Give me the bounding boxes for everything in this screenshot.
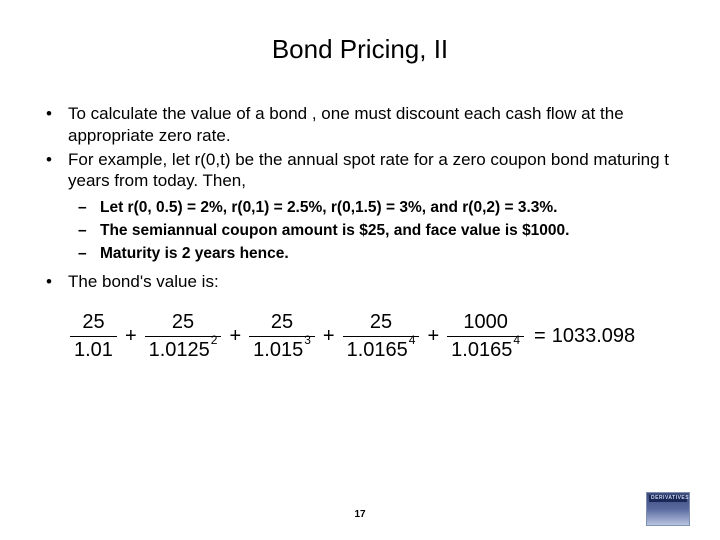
numerator: 25 (78, 311, 108, 336)
plus-sign: + (125, 325, 137, 348)
numerator: 25 (366, 311, 396, 336)
bullet-text: For example, let r(0,t) be the annual sp… (68, 149, 678, 193)
sub-bullet-item: The semiannual coupon amount is $25, and… (100, 221, 678, 242)
exponent: 4 (409, 333, 416, 347)
fraction: 25 1.01252 (145, 311, 222, 362)
fraction: 25 1.0153 (249, 311, 315, 362)
bullet-text: The bond's value is: (68, 271, 678, 293)
slide-title: Bond Pricing, II (42, 34, 678, 65)
den-base: 1.01 (74, 339, 113, 362)
plus-sign: + (427, 325, 439, 348)
bullet-text: To calculate the value of a bond , one m… (68, 103, 678, 147)
numerator: 1000 (459, 311, 512, 336)
plus-sign: + (323, 325, 335, 348)
numerator: 25 (267, 311, 297, 336)
logo-text: DERIVATIVES (651, 495, 689, 501)
formula-result: 1033.098 (552, 325, 635, 348)
den-base: 1.0165 (451, 339, 512, 362)
denominator: 1.01654 (447, 336, 524, 362)
den-base: 1.0125 (149, 339, 210, 362)
den-base: 1.015 (253, 339, 303, 362)
fraction: 25 1.01 (70, 311, 117, 362)
bullet-item: To calculate the value of a bond , one m… (68, 103, 678, 147)
sub-bullet-text: Let r(0, 0.5) = 2%, r(0,1) = 2.5%, r(0,1… (100, 199, 557, 216)
bullet-item: The bond's value is: (68, 271, 678, 293)
page-number: 17 (0, 509, 720, 520)
book-logo-icon: DERIVATIVES (646, 492, 690, 526)
sub-bullet-item: Let r(0, 0.5) = 2%, r(0,1) = 2.5%, r(0,1… (100, 198, 678, 219)
denominator: 1.01 (70, 336, 117, 362)
exponent: 3 (304, 333, 311, 347)
slide: Bond Pricing, II To calculate the value … (0, 0, 720, 540)
denominator: 1.01252 (145, 336, 222, 362)
exponent: 2 (211, 333, 218, 347)
plus-sign: + (229, 325, 241, 348)
sub-bullet-item: Maturity is 2 years hence. (100, 244, 678, 265)
denominator: 1.0153 (249, 336, 315, 362)
bullet-item: For example, let r(0,t) be the annual sp… (68, 149, 678, 265)
numerator: 25 (168, 311, 198, 336)
sub-bullet-list: Let r(0, 0.5) = 2%, r(0,1) = 2.5%, r(0,1… (68, 198, 678, 265)
fraction: 1000 1.01654 (447, 311, 524, 362)
denominator: 1.01654 (343, 336, 420, 362)
fraction: 25 1.01654 (343, 311, 420, 362)
bullet-list: To calculate the value of a bond , one m… (42, 103, 678, 293)
den-base: 1.0165 (347, 339, 408, 362)
sub-bullet-text: The semiannual coupon amount is $25, and… (100, 222, 569, 239)
equals-sign: = (534, 325, 546, 348)
sub-bullet-text: Maturity is 2 years hence. (100, 245, 289, 262)
exponent: 4 (513, 333, 520, 347)
formula: 25 1.01 + 25 1.01252 + 25 1.0153 + 25 1.… (68, 311, 678, 362)
